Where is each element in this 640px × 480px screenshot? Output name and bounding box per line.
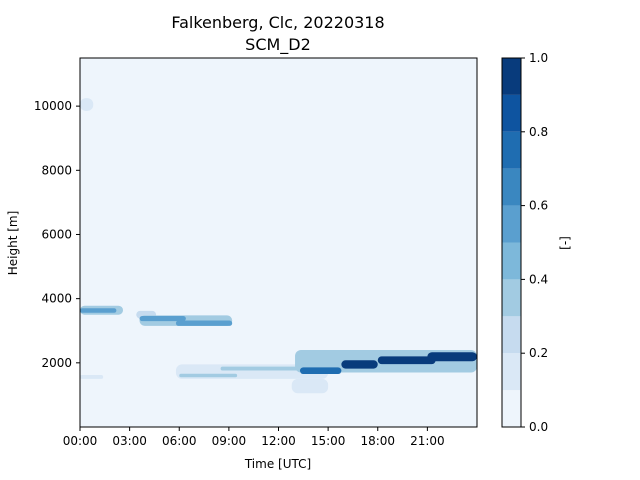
colorbar-tick-label: 0.4 — [529, 272, 548, 286]
x-tick-label: 18:00 — [360, 434, 395, 448]
colorbar-segment — [502, 353, 521, 391]
colorbar-segment — [502, 205, 521, 243]
x-tick-label: 21:00 — [410, 434, 445, 448]
y-tick-label: 4000 — [41, 292, 72, 306]
cloud-region — [80, 98, 94, 111]
colorbar — [502, 58, 521, 427]
colorbar-frame — [501, 57, 522, 428]
colorbar-segment — [502, 242, 521, 280]
cloud-region — [139, 315, 186, 322]
x-tick-label: 03:00 — [112, 434, 147, 448]
x-tick-label: 09:00 — [212, 434, 247, 448]
x-axis-label: Time [UTC] — [244, 457, 311, 471]
colorbar-tick-label: 0.8 — [529, 125, 548, 139]
cloud-region — [377, 356, 436, 365]
y-tick-label: 8000 — [41, 163, 72, 177]
colorbar-segment — [502, 168, 521, 206]
y-tick-label: 6000 — [41, 227, 72, 241]
y-tick-label: 2000 — [41, 356, 72, 370]
cloud-region — [341, 360, 378, 369]
x-tick-label: 00:00 — [63, 434, 98, 448]
y-axis-ticks: 2000 4000 6000 8000 10000 — [34, 99, 80, 370]
cloud-region — [175, 320, 233, 326]
colorbar-segment — [502, 316, 521, 354]
colorbar-label: [-] — [558, 236, 572, 250]
chart-title: Falkenberg, Clc, 20220318 — [171, 13, 384, 32]
x-axis-ticks: 00:00 03:00 06:00 09:00 12:00 15:00 18:00 21:00 — [63, 427, 445, 448]
cloud-region — [427, 352, 477, 362]
colorbar-ticks: 0.0 0.2 0.4 0.6 0.8 1.0 — [521, 51, 548, 434]
x-tick-label: 12:00 — [261, 434, 296, 448]
colorbar-segment — [502, 279, 521, 317]
cloud-region — [179, 373, 238, 378]
colorbar-tick-label: 0.2 — [529, 346, 548, 360]
colorbar-segment — [502, 94, 521, 132]
y-axis-label: Height [m] — [6, 211, 20, 276]
cloud-region — [300, 367, 342, 375]
y-tick-label: 10000 — [34, 99, 72, 113]
x-tick-label: 06:00 — [162, 434, 197, 448]
chart-subtitle: SCM_D2 — [245, 35, 311, 55]
colorbar-segment — [502, 131, 521, 169]
colorbar-tick-label: 1.0 — [529, 51, 548, 65]
colorbar-tick-label: 0.6 — [529, 199, 548, 213]
cloud-region — [80, 308, 117, 313]
cloud-field — [80, 98, 477, 394]
cloud-region — [291, 378, 329, 394]
colorbar-tick-label: 0.0 — [529, 420, 548, 434]
colorbar-segment — [502, 58, 521, 95]
colorbar-segment — [502, 390, 521, 427]
cloud-region — [80, 375, 104, 379]
x-tick-label: 15:00 — [311, 434, 346, 448]
